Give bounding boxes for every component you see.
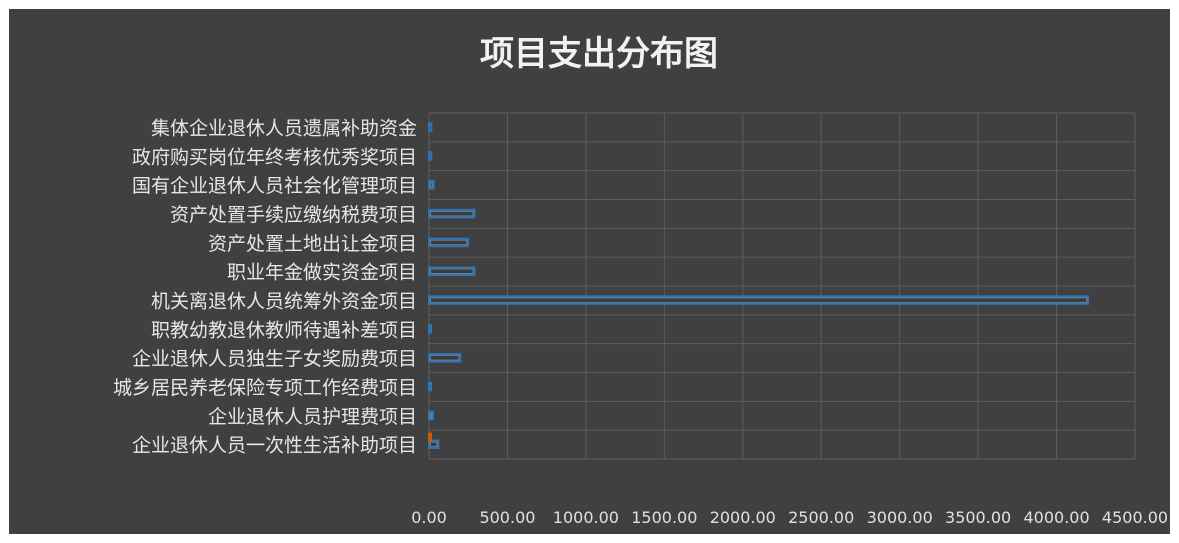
category-label: 政府购买岗位年终考核优秀奖项目 xyxy=(132,146,417,168)
bar xyxy=(428,237,470,248)
category-label: 集体企业退休人员遗属补助资金 xyxy=(151,117,417,139)
bar xyxy=(428,266,476,277)
bar xyxy=(428,208,476,219)
bar xyxy=(428,410,434,421)
bar-highlight xyxy=(430,355,460,361)
bars xyxy=(428,122,1089,450)
x-axis-tick-labels: 0.00 500.00 1000.00 1500.00 2000.00 2500.00 30… xyxy=(411,508,1168,527)
category-label: 企业退休人员一次性生活补助项目 xyxy=(132,435,417,457)
chart-title: 项目支出分布图 xyxy=(480,34,718,74)
bar xyxy=(428,324,432,334)
bar xyxy=(428,432,432,443)
bar xyxy=(428,439,440,450)
bar-highlight xyxy=(430,268,474,274)
x-tick-label: 500.00 xyxy=(479,508,535,527)
x-tick-label: 1000.00 xyxy=(553,508,619,527)
bar xyxy=(428,180,435,190)
chart-area: 项目支出分布图 集体企业退休人员遗属补助资金政府购买岗位年终考核优秀奖项目 国有企… xyxy=(9,9,1170,534)
bar xyxy=(428,151,433,161)
category-label: 职教幼教退休教师待遇补差项目 xyxy=(151,319,417,341)
category-label: 国有企业退休人员社会化管理项目 xyxy=(132,175,417,197)
bar-highlight xyxy=(430,297,1087,303)
x-tick-label: 2500.00 xyxy=(788,508,854,527)
category-label: 城乡居民养老保险专项工作经费项目 xyxy=(113,377,417,399)
x-tick-label: 0.00 xyxy=(411,508,447,527)
x-tick-label: 3000.00 xyxy=(867,508,933,527)
bar xyxy=(428,295,1089,305)
bar-highlight xyxy=(430,412,432,419)
bar-chart: 项目支出分布图 集体企业退休人员遗属补助资金政府购买岗位年终考核优秀奖项目国有企… xyxy=(113,34,1168,527)
bar-highlight xyxy=(430,210,474,217)
category-label: 企业退休人员独生子女奖励费项目 xyxy=(132,348,417,370)
category-label: 资产处置手续应缴纳税费项目 xyxy=(170,204,417,226)
bar-highlight xyxy=(430,441,438,447)
category-label: 职业年金做实资金项目 xyxy=(227,262,417,284)
x-tick-label: 3500.00 xyxy=(945,508,1011,527)
category-label: 企业退休人员护理费项目 xyxy=(208,406,417,428)
bar-highlight xyxy=(430,182,433,188)
x-tick-label: 1500.00 xyxy=(631,508,697,527)
category-label: 机关离退休人员统筹外资金项目 xyxy=(151,290,417,312)
bar xyxy=(428,122,433,132)
gridlines xyxy=(428,112,1136,460)
category-label: 资产处置土地出让金项目 xyxy=(208,233,417,255)
x-tick-label: 4500.00 xyxy=(1102,508,1168,527)
x-tick-label: 2000.00 xyxy=(710,508,776,527)
bar xyxy=(428,381,432,392)
bar xyxy=(428,353,462,363)
bar-highlight xyxy=(430,239,468,246)
category-labels: 集体企业退休人员遗属补助资金政府购买岗位年终考核优秀奖项目国有企业退休人员社会化… xyxy=(113,117,417,456)
x-tick-label: 4000.00 xyxy=(1023,508,1089,527)
